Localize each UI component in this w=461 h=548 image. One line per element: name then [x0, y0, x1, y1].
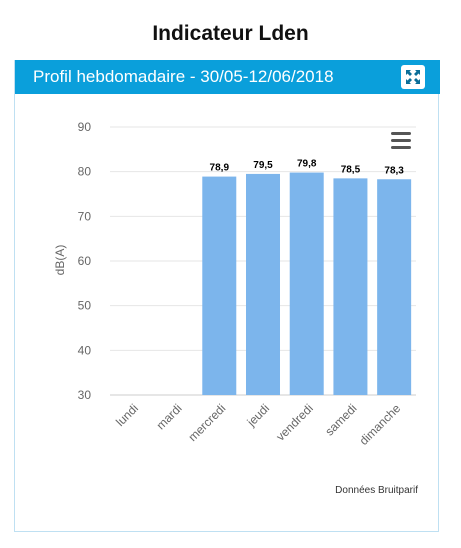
bar-mercredi[interactable]: [202, 176, 237, 395]
y-tick-label: 80: [78, 165, 92, 179]
x-tick-label-jeudi: jeudi: [244, 401, 273, 430]
x-tick-label-vendredi: vendredi: [273, 401, 315, 443]
x-tick-label-lundi: lundi: [113, 401, 141, 429]
y-axis-label: dB(A): [53, 245, 67, 276]
chart-area: 30 40 50 60 70 80 90 78,9 79,5 79,8 78,5 78,3 lund…: [53, 120, 418, 496]
x-tick-label-dimanche: dimanche: [357, 401, 404, 448]
fullscreen-expand-icon[interactable]: [401, 65, 425, 89]
data-label-dimanche: 78,3: [384, 165, 404, 176]
chart-panel: Profil hebdomadaire - 30/05-12/06/2018 3…: [14, 60, 440, 532]
data-label-samedi: 78,5: [341, 164, 361, 175]
bar-jeudi[interactable]: [246, 173, 280, 395]
panel-title: Profil hebdomadaire - 30/05-12/06/2018: [33, 67, 334, 86]
y-tick-label: 90: [78, 120, 92, 134]
y-tick-label: 30: [78, 388, 92, 402]
bar-dimanche[interactable]: [377, 179, 412, 395]
data-label-jeudi: 79,5: [253, 160, 273, 171]
page-title: Indicateur Lden: [152, 22, 309, 45]
bar-vendredi[interactable]: [289, 172, 324, 395]
hamburger-menu-icon[interactable]: [391, 132, 411, 149]
x-tick-label-mardi: mardi: [154, 401, 185, 432]
data-label-vendredi: 79,8: [297, 159, 317, 170]
x-tick-label-mercredi: mercredi: [185, 401, 228, 444]
y-tick-label: 70: [78, 209, 92, 223]
panel-header: Profil hebdomadaire - 30/05-12/06/2018: [15, 60, 440, 94]
y-tick-label: 40: [78, 343, 92, 357]
data-label-mercredi: 78,9: [210, 163, 230, 174]
x-tick-label-samedi: samedi: [322, 401, 359, 438]
bar-samedi[interactable]: [333, 178, 368, 395]
y-tick-label: 60: [78, 254, 92, 268]
credit-text: Données Bruitparif: [335, 485, 418, 496]
expand-arrows-glyph: [406, 70, 420, 84]
y-tick-label: 50: [78, 299, 92, 313]
